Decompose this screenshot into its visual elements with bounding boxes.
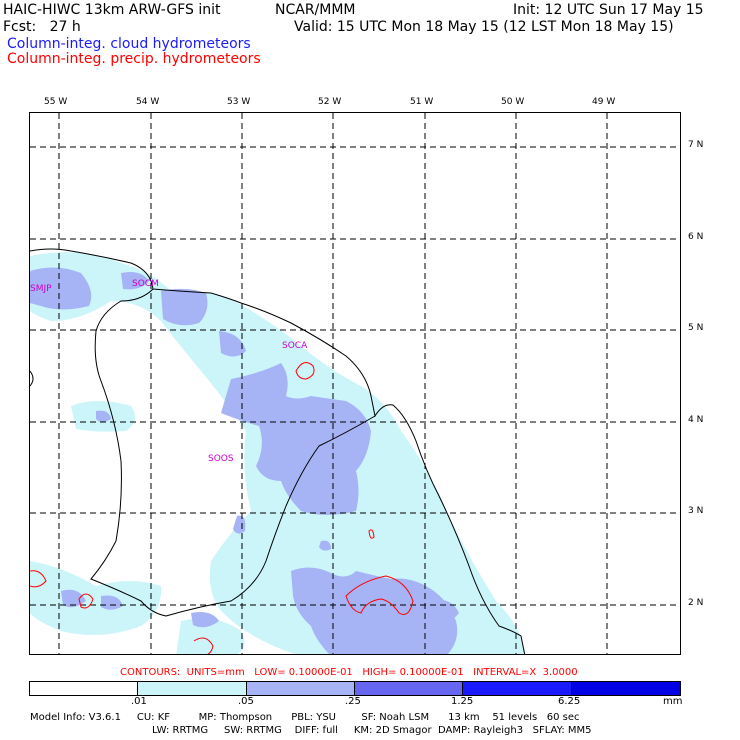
coastline — [30, 248, 526, 654]
map-canvas — [30, 113, 680, 654]
lon-label: 54 W — [136, 97, 160, 107]
colorbar-tick-label: 6.25 — [558, 696, 581, 707]
lat-label: 2 N — [688, 598, 704, 608]
colorbar — [29, 681, 681, 696]
colorbar-segment — [571, 682, 680, 695]
colorbar-unit: mm — [663, 696, 683, 707]
field-precip-label: Column-integ. precip. hydrometeors — [7, 51, 261, 67]
station-label: SOCA — [282, 341, 308, 351]
colorbar-tick-label: 1.25 — [451, 696, 474, 707]
lon-label: 55 W — [44, 97, 68, 107]
init-time: Init: 12 UTC Sun 17 May 15 — [513, 2, 704, 18]
model-info-line1: Model Info: V3.6.1 CU: KF MP: Thompson P… — [30, 712, 580, 723]
colorbar-segment — [30, 682, 139, 695]
lat-label: 6 N — [688, 232, 704, 242]
colorbar-segment — [138, 682, 247, 695]
map-panel: SMJP SOCM SOCA SOOS — [29, 112, 681, 655]
lon-label: 52 W — [318, 97, 342, 107]
field-cloud-label: Column-integ. cloud hydrometeors — [7, 36, 251, 52]
colorbar-segment — [354, 682, 464, 695]
org-label: NCAR/MMM — [275, 2, 356, 18]
lat-label: 3 N — [688, 506, 704, 516]
station-label: SOCM — [132, 279, 159, 289]
lat-label: 5 N — [688, 323, 704, 333]
lon-label: 51 W — [410, 97, 434, 107]
colorbar-tick-label: .25 — [345, 696, 361, 707]
lat-label: 7 N — [688, 140, 704, 150]
lon-label: 50 W — [501, 97, 525, 107]
lon-label: 53 W — [227, 97, 251, 107]
lat-label: 4 N — [688, 415, 704, 425]
colorbar-tick-label: .01 — [131, 696, 147, 707]
precip-contours — [30, 361, 414, 654]
valid-time: Valid: 15 UTC Mon 18 May 15 (12 LST Mon … — [294, 19, 674, 35]
colorbar-segment — [463, 682, 572, 695]
lon-label: 49 W — [592, 97, 616, 107]
station-label: SOOS — [208, 454, 234, 464]
graticule — [30, 113, 680, 654]
colorbar-segment — [246, 682, 355, 695]
model-title: HAIC-HIWC 13km ARW-GFS init — [3, 2, 221, 18]
forecast-hour: Fcst: 27 h — [3, 19, 81, 35]
colorbar-tick-label: .05 — [238, 696, 254, 707]
station-label: SMJP — [30, 284, 52, 294]
model-info-line2: LW: RRTMG SW: RRTMG DIFF: full KM: 2D Sm… — [152, 725, 592, 736]
contours-info: CONTOURS: UNITS=mm LOW= 0.10000E-01 HIGH… — [120, 667, 578, 678]
